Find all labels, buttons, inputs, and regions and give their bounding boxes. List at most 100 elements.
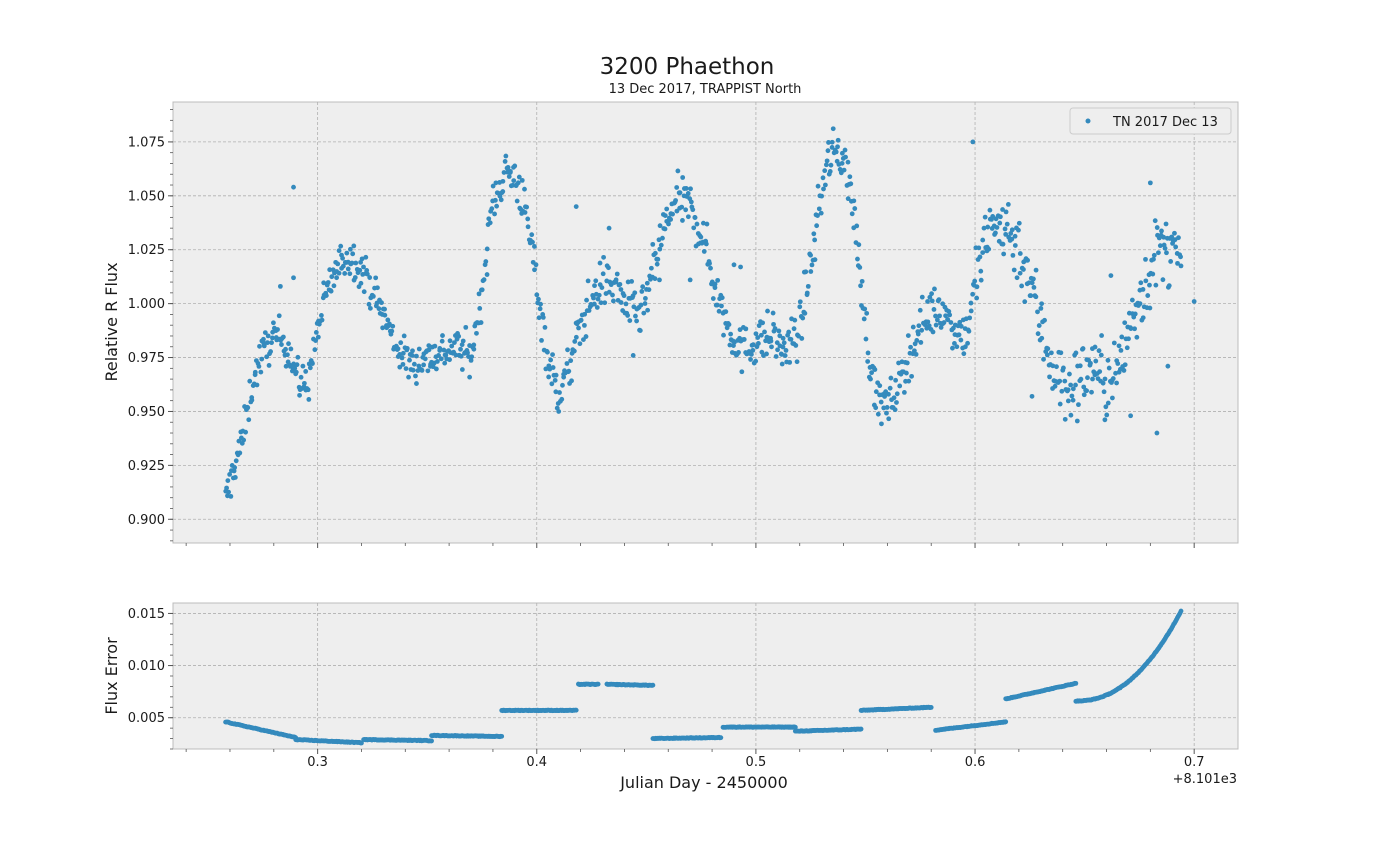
- flux-point: [345, 266, 351, 272]
- flux-point: [459, 367, 465, 372]
- flux-point: [1118, 348, 1124, 353]
- flux-point: [994, 225, 1000, 230]
- flux-point: [780, 335, 786, 341]
- flux-point: [269, 340, 274, 346]
- flux-point: [614, 271, 620, 277]
- flux-point: [500, 178, 506, 184]
- flux-point: [857, 265, 863, 270]
- flux-point: [1140, 315, 1146, 321]
- flux-point: [503, 153, 509, 159]
- flux-point: [808, 252, 813, 258]
- flux-point: [779, 361, 785, 367]
- flux-point: [776, 328, 782, 334]
- flux-point: [300, 363, 306, 369]
- flux-point: [1038, 305, 1044, 311]
- flux-point: [578, 317, 584, 323]
- flux-point: [460, 338, 466, 344]
- flux-point: [572, 339, 578, 344]
- flux-point: [748, 357, 753, 362]
- flux-point: [1152, 218, 1158, 224]
- flux-point: [687, 277, 693, 283]
- error-point: [573, 707, 579, 713]
- flux-point: [780, 344, 786, 350]
- flux-point: [474, 330, 479, 336]
- flux-point: [395, 346, 401, 352]
- y-tick-label: 0.925: [128, 459, 165, 474]
- y-tick-label: 0.900: [128, 513, 165, 528]
- error-y-ticks: 0.005 0.010 0.015: [128, 607, 173, 750]
- flux-point: [1005, 202, 1011, 207]
- flux-point: [353, 260, 359, 266]
- error-point: [359, 740, 364, 746]
- flux-point: [492, 197, 498, 203]
- flux-point: [803, 269, 809, 275]
- flux-point: [349, 260, 355, 266]
- flux-point: [347, 271, 353, 277]
- flux-point: [437, 346, 443, 351]
- flux-point: [573, 204, 579, 209]
- flux-point: [1050, 363, 1056, 369]
- flux-point: [536, 296, 541, 302]
- flux-point: [815, 183, 821, 189]
- flux-point: [602, 300, 608, 306]
- flux-point: [404, 346, 410, 351]
- flux-point: [1084, 388, 1090, 394]
- flux-point: [1089, 389, 1094, 395]
- flux-point: [974, 295, 980, 301]
- flux-point: [1134, 334, 1140, 340]
- flux-point: [434, 359, 440, 364]
- flux-point: [910, 324, 916, 330]
- flux-point: [481, 277, 487, 283]
- flux-point: [226, 489, 231, 495]
- flux-point: [336, 270, 342, 276]
- flux-point: [1039, 335, 1045, 341]
- flux-point: [906, 378, 912, 384]
- flux-point: [977, 254, 983, 260]
- flux-point: [463, 324, 469, 330]
- flux-point: [492, 211, 497, 217]
- flux-point: [419, 367, 425, 373]
- error-points: [223, 608, 1184, 746]
- flux-point: [919, 294, 925, 300]
- flux-point: [1191, 299, 1197, 304]
- flux-point: [958, 337, 964, 343]
- flux-point: [552, 377, 558, 383]
- flux-point: [403, 366, 409, 371]
- flux-point: [1169, 234, 1175, 240]
- flux-point: [707, 261, 712, 266]
- flux-point: [694, 221, 700, 227]
- flux-point: [522, 186, 527, 192]
- flux-point: [913, 351, 919, 357]
- flux-point: [452, 340, 457, 346]
- flux-point: [736, 350, 741, 355]
- flux-point: [673, 198, 678, 203]
- flux-point: [295, 354, 301, 360]
- y-tick-label: 1.075: [128, 135, 165, 150]
- flux-point: [618, 287, 624, 292]
- flux-point: [529, 232, 535, 238]
- error-point: [595, 681, 601, 687]
- flux-point: [325, 280, 331, 285]
- flux-point: [293, 369, 299, 375]
- flux-point: [858, 283, 863, 289]
- flux-point: [1093, 358, 1099, 364]
- flux-point: [685, 214, 691, 220]
- flux-point: [524, 204, 530, 210]
- flux-point: [818, 210, 824, 216]
- flux-point: [952, 341, 957, 346]
- flux-point: [848, 181, 854, 187]
- flux-point: [937, 313, 942, 319]
- flux-point: [839, 150, 845, 156]
- flux-point: [382, 306, 387, 312]
- flux-point: [762, 329, 767, 335]
- flux-point: [252, 369, 258, 375]
- flux-point: [710, 296, 716, 301]
- flux-point: [1059, 388, 1065, 394]
- flux-point: [1085, 375, 1090, 381]
- flux-point: [826, 140, 831, 145]
- flux-point: [254, 382, 260, 388]
- flux-point: [821, 186, 826, 192]
- flux-point: [845, 196, 851, 202]
- flux-point: [930, 329, 936, 335]
- flux-point: [358, 280, 364, 286]
